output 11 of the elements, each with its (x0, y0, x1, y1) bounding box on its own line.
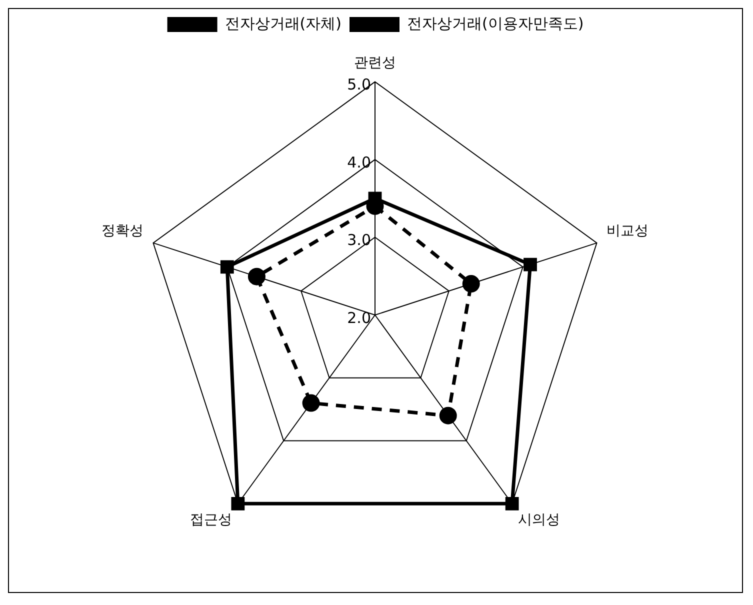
y-tick-label: 5.0 (347, 76, 371, 94)
y-tick-label: 3.0 (347, 231, 371, 250)
spoke-label: 비교성 (606, 223, 648, 240)
legend-label: 전자상거래(자체) (224, 14, 342, 32)
spoke-label: 관련성 (354, 55, 396, 72)
spoke-label: 접근성 (190, 512, 232, 528)
y-tick-label: 2.0 (347, 308, 371, 327)
legend-label: 전자상거래(이용자만족도) (407, 14, 584, 32)
y-tick-label: 4.0 (347, 153, 371, 172)
spoke-label: 시의성 (518, 512, 560, 528)
spoke-label: 정확성 (102, 223, 144, 240)
